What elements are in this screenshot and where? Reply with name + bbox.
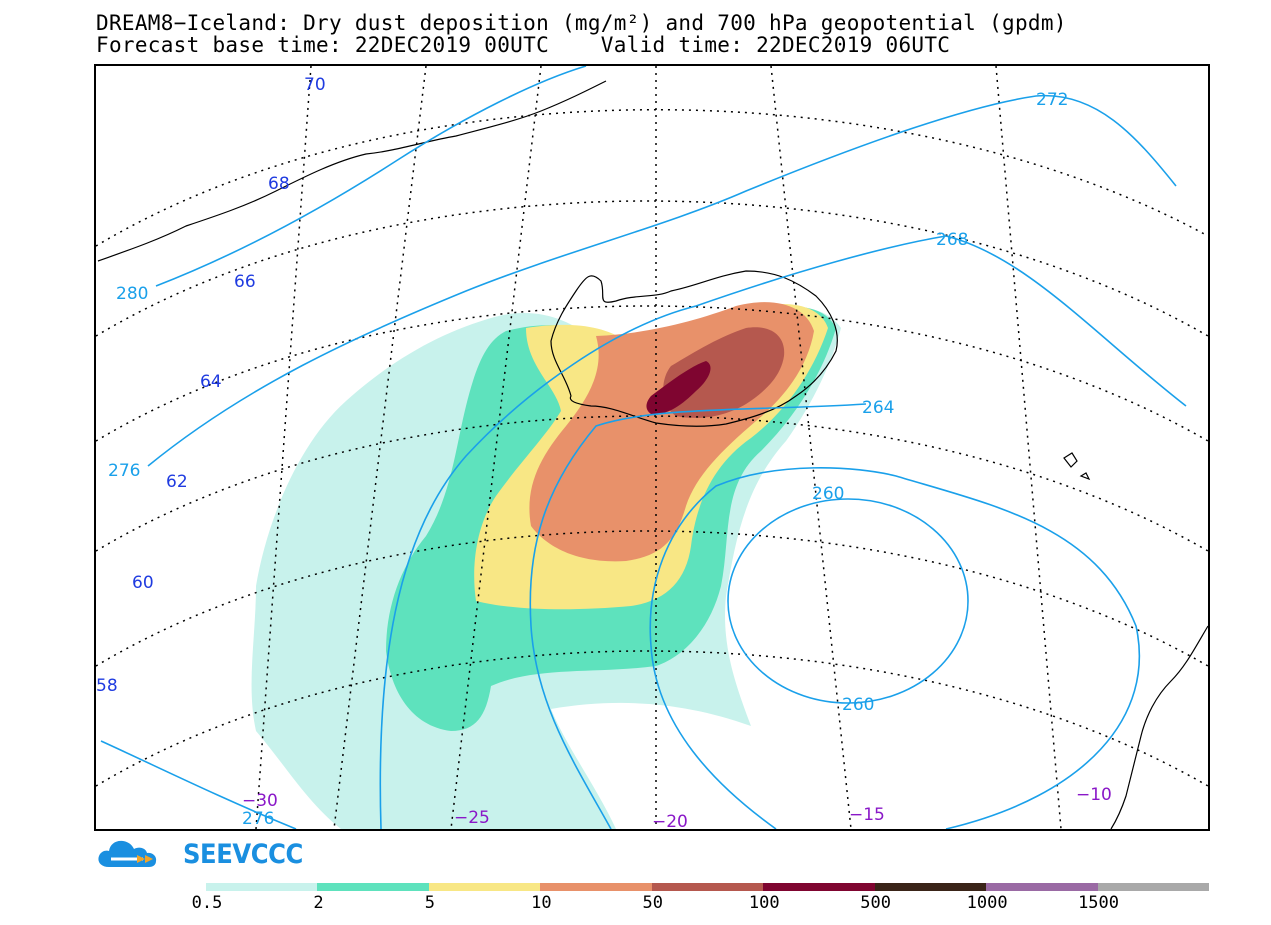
latitude-label: 66 xyxy=(234,272,256,292)
legend-tick-label: 0.5 xyxy=(191,893,223,913)
latitude-label: 58 xyxy=(96,676,118,696)
parallel xyxy=(96,530,1208,667)
meridian xyxy=(255,66,312,829)
cloud-logo-icon xyxy=(98,840,157,867)
graticule xyxy=(96,66,1208,829)
parallel xyxy=(96,650,1208,787)
legend-tick-label: 10 xyxy=(531,893,552,913)
isoline-label: 276 xyxy=(108,461,140,481)
legend-swatch xyxy=(1097,883,1209,891)
isoline-label: 280 xyxy=(116,284,148,304)
parallel xyxy=(96,415,1208,552)
longitude-label: −20 xyxy=(652,812,688,829)
legend-tick-label: 1000 xyxy=(966,893,1008,913)
latitude-label: 60 xyxy=(132,573,154,593)
iceland-coastline xyxy=(550,270,838,427)
legend-swatch xyxy=(540,883,652,891)
faroe-islands xyxy=(1063,452,1091,481)
isoline-264 xyxy=(649,467,1141,829)
latitude-label: 70 xyxy=(304,75,326,95)
seevccc-logo: SEEVCCC xyxy=(95,836,316,872)
longitude-label: −10 xyxy=(1076,785,1112,805)
dust-level-100 xyxy=(646,361,711,415)
isoline-label: 264 xyxy=(862,398,894,418)
legend-tick-label: 50 xyxy=(642,893,664,913)
map-labels: 70 68 66 64 62 60 58 −30 −25 −20 −15 −10… xyxy=(96,75,1112,829)
isoline-280 xyxy=(155,66,587,287)
isoline-276 xyxy=(147,94,1177,467)
legend-swatch xyxy=(874,883,987,891)
longitude-label: −30 xyxy=(242,791,278,811)
logo-text: SEEVCCC xyxy=(183,838,303,870)
legend-tick-label: 500 xyxy=(860,893,892,913)
parallel xyxy=(96,305,1208,442)
parallel xyxy=(96,108,1208,247)
legend-tick-label: 2 xyxy=(313,893,324,913)
isoline-260 xyxy=(727,498,969,704)
norway-coastline xyxy=(1110,625,1208,829)
legend-tick-labels: 0.5 2 5 10 50 100 500 1000 1500 xyxy=(0,893,1271,913)
geopotential-isolines xyxy=(100,66,1187,829)
meridian xyxy=(770,66,852,829)
map-frame: 70 68 66 64 62 60 58 −30 −25 −20 −15 −10… xyxy=(94,64,1210,831)
legend-swatch xyxy=(763,883,875,891)
coastlines xyxy=(97,80,1208,829)
latitude-label: 68 xyxy=(268,174,290,194)
color-legend xyxy=(206,883,1209,891)
longitude-label: −15 xyxy=(849,805,885,825)
dust-level-50 xyxy=(663,327,785,418)
isoline-label: 260 xyxy=(842,695,874,715)
legend-swatch xyxy=(428,883,541,891)
legend-swatch xyxy=(317,883,429,891)
latitude-label: 62 xyxy=(166,472,188,492)
isoline-label: 276 xyxy=(242,809,274,829)
legend-tick-label: 100 xyxy=(748,893,780,913)
legend-tick-label: 1500 xyxy=(1078,893,1120,913)
isoline-268 xyxy=(529,403,867,829)
meridian xyxy=(995,66,1062,829)
isoline-label: 260 xyxy=(812,484,844,504)
dust-shading xyxy=(251,302,842,829)
isoline-label: 268 xyxy=(936,230,968,250)
longitude-label: −25 xyxy=(454,808,490,828)
isoline-276-south xyxy=(100,740,297,829)
isoline-label: 272 xyxy=(1036,90,1068,110)
latitude-label: 64 xyxy=(200,372,222,392)
isoline-272 xyxy=(379,235,1187,829)
legend-tick-label: 5 xyxy=(424,893,435,913)
greenland-coastline xyxy=(97,80,607,262)
map-subtitle: Forecast base time: 22DEC2019 00UTC Vali… xyxy=(96,33,951,57)
legend-swatch xyxy=(206,883,318,891)
legend-swatch xyxy=(986,883,1098,891)
map-canvas: 70 68 66 64 62 60 58 −30 −25 −20 −15 −10… xyxy=(96,66,1208,829)
legend-swatch xyxy=(651,883,764,891)
map-title: DREAM8−Iceland: Dry dust deposition (mg/… xyxy=(96,11,1067,35)
parallel xyxy=(96,200,1208,337)
